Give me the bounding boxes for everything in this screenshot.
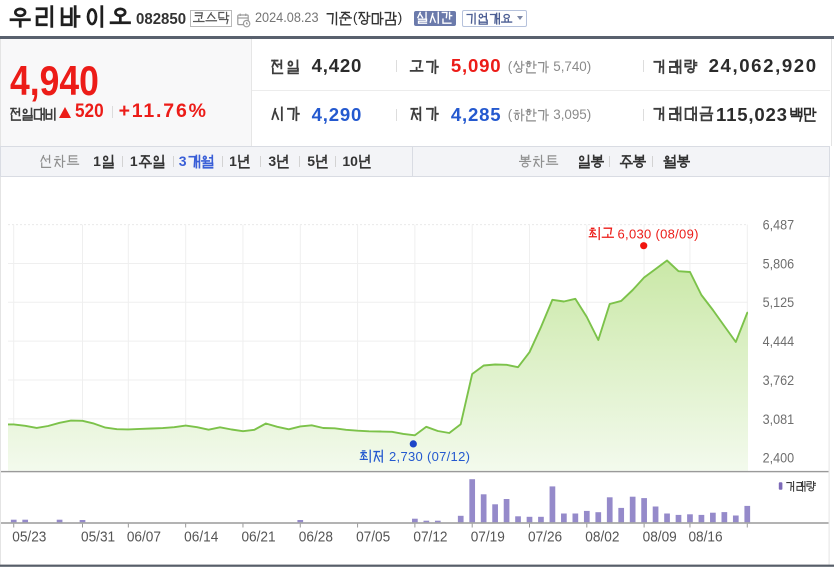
svg-text:08/16: 08/16 (688, 529, 722, 546)
svg-text:06/28: 06/28 (299, 529, 333, 546)
svg-text:07/12: 07/12 (413, 529, 447, 546)
svg-text:08/09: 08/09 (643, 529, 677, 546)
svg-text:4,444: 4,444 (763, 334, 795, 349)
svg-text:07/05: 07/05 (356, 529, 390, 546)
svg-text:07/26: 07/26 (528, 529, 562, 546)
svg-text:5,806: 5,806 (763, 256, 795, 271)
svg-text:3,762: 3,762 (763, 373, 795, 388)
svg-text:06/14: 06/14 (184, 529, 218, 546)
svg-text:3,081: 3,081 (763, 411, 795, 426)
svg-text:2,400: 2,400 (763, 450, 795, 465)
svg-text:06/21: 06/21 (241, 529, 275, 546)
svg-text:6,487: 6,487 (763, 217, 795, 232)
svg-text:5,125: 5,125 (763, 295, 795, 310)
svg-text:05/31: 05/31 (81, 529, 115, 546)
svg-text:6,030 (08/09): 6,030 (08/09) (618, 227, 699, 242)
svg-text:2,730 (07/12): 2,730 (07/12) (389, 449, 470, 464)
svg-text:08/02: 08/02 (585, 529, 619, 546)
svg-text:07/19: 07/19 (471, 529, 505, 546)
svg-text:06/07: 06/07 (127, 529, 161, 546)
svg-text:05/23: 05/23 (12, 529, 46, 546)
